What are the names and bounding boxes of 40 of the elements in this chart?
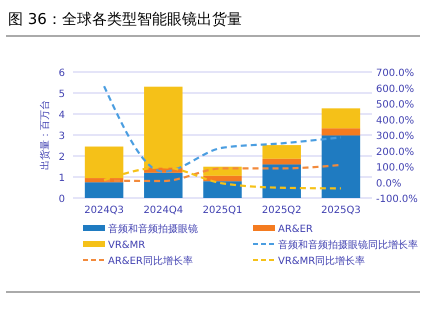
- y2-tick-label: -100.0%: [376, 194, 418, 205]
- bar: [203, 176, 242, 182]
- y2-tick-label: 700.0%: [376, 68, 414, 79]
- y-tick-label: 6: [58, 68, 65, 79]
- legend-label: 音频和音频拍摄眼镜: [108, 223, 198, 235]
- x-tick-label: 2024Q4: [143, 205, 184, 216]
- y2-tick-label: 300.0%: [376, 131, 414, 142]
- bar: [322, 135, 360, 198]
- y-axis-title: 出货量：百万台: [39, 100, 51, 170]
- y-tick-label: 2: [58, 152, 65, 163]
- bar: [84, 182, 124, 198]
- chart-title: 图 36：全球各类型智能眼镜出货量: [8, 10, 242, 28]
- legend-label: VR&MR同比增长率: [278, 255, 366, 267]
- legend-label: AR&ER同比增长率: [108, 255, 193, 267]
- bar: [144, 172, 183, 198]
- y2-tick-label: 600.0%: [376, 84, 414, 95]
- y2-tick-label: 400.0%: [376, 115, 414, 126]
- legend-label: 音频和音频拍摄眼镜同比增长率: [278, 239, 418, 251]
- y-tick-label: 0: [58, 194, 65, 205]
- bar: [203, 181, 242, 198]
- y-tick-label: 3: [58, 131, 65, 142]
- x-tick-label: 2025Q2: [262, 205, 302, 216]
- y-tick-label: 5: [58, 89, 65, 100]
- bar: [262, 145, 301, 159]
- line-series: [102, 85, 342, 173]
- x-tick-label: 2025Q3: [321, 205, 361, 216]
- bar: [322, 128, 360, 136]
- legend-label: AR&ER: [278, 224, 313, 235]
- x-tick-label: 2024Q3: [84, 205, 124, 216]
- y2-tick-label: 100.0%: [376, 162, 414, 174]
- bar: [262, 158, 301, 164]
- x-tick-label: 2025Q1: [202, 205, 242, 216]
- legend-label: VR&MR: [108, 240, 146, 251]
- bar: [262, 164, 301, 198]
- y2-tick-label: 500.0%: [376, 100, 414, 110]
- y-tick-label: 4: [58, 110, 65, 121]
- y2-tick-label: 200.0%: [376, 146, 414, 158]
- y2-tick-label: 0.0%: [376, 178, 402, 190]
- y-tick-label: 1: [58, 173, 65, 184]
- bar: [322, 108, 360, 128]
